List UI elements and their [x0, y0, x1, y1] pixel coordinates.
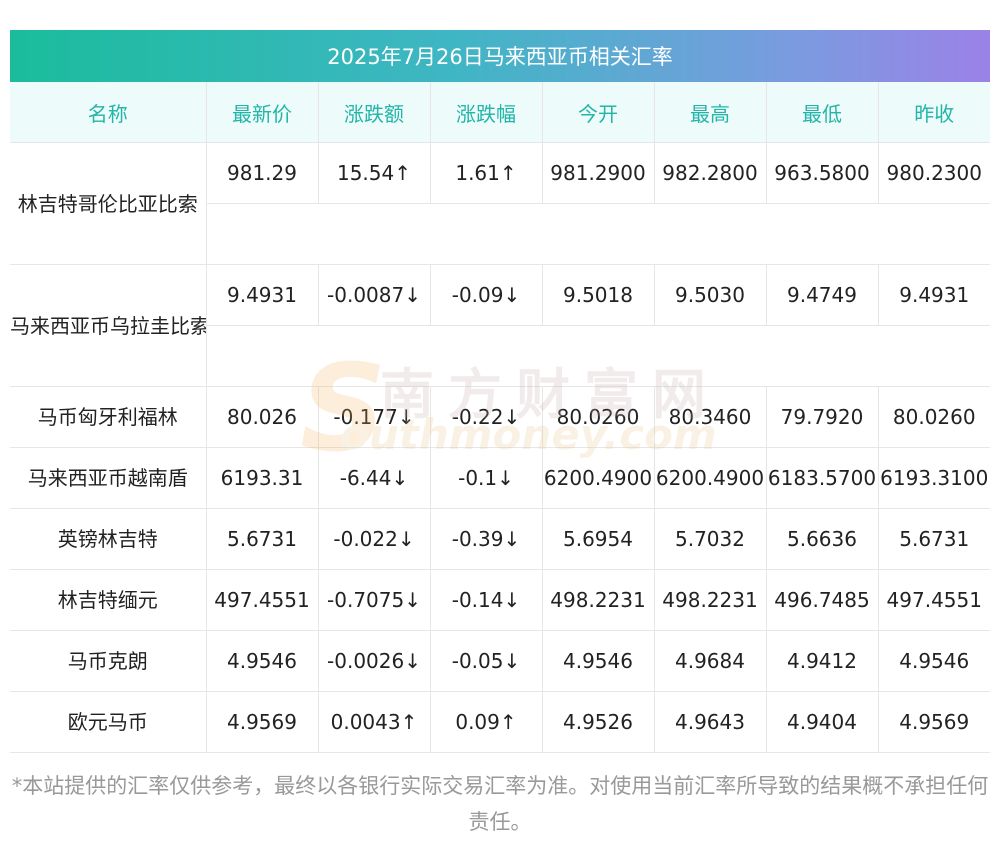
change-amount: -6.44↓ [318, 447, 431, 509]
open-price: 4.9526 [542, 691, 655, 753]
low-price: 5.6636 [766, 508, 879, 570]
table-row: 林吉特缅元 497.4551 -0.7075↓ -0.14↓ 498.2231 … [10, 569, 990, 631]
latest-price: 6193.31 [206, 447, 319, 509]
change-percent: -0.1↓ [430, 447, 543, 509]
latest-price: 5.6731 [206, 508, 319, 570]
high-price: 498.2231 [654, 569, 767, 631]
header-change-pct: 涨跌幅 [430, 82, 543, 143]
latest-price: 9.4931 [206, 264, 319, 326]
change-percent: -0.09↓ [430, 264, 543, 326]
row-spacer [206, 325, 990, 387]
low-price: 4.9412 [766, 630, 879, 692]
table-row: 英镑林吉特 5.6731 -0.022↓ -0.39↓ 5.6954 5.703… [10, 508, 990, 570]
high-price: 4.9684 [654, 630, 767, 692]
page-title: 2025年7月26日马来西亚币相关汇率 [10, 30, 990, 82]
high-price: 4.9643 [654, 691, 767, 753]
change-amount: -0.022↓ [318, 508, 431, 570]
low-price: 963.5800 [766, 142, 879, 204]
prev-close-price: 9.4931 [878, 264, 990, 326]
prev-close-price: 497.4551 [878, 569, 990, 631]
prev-close-price: 80.0260 [878, 386, 990, 448]
exchange-rate-table: 名称 最新价 涨跌额 涨跌幅 今开 最高 最低 昨收 林吉特哥伦比亚比索 981… [10, 82, 990, 753]
prev-close-price: 4.9546 [878, 630, 990, 692]
low-price: 4.9404 [766, 691, 879, 753]
currency-pair-name: 林吉特哥伦比亚比索 [10, 142, 207, 265]
table-row: 马币克朗 4.9546 -0.0026↓ -0.05↓ 4.9546 4.968… [10, 630, 990, 692]
change-percent: -0.22↓ [430, 386, 543, 448]
open-price: 981.2900 [542, 142, 655, 204]
open-price: 5.6954 [542, 508, 655, 570]
change-amount: -0.177↓ [318, 386, 431, 448]
header-change: 涨跌额 [318, 82, 431, 143]
currency-pair-name: 马来西亚币乌拉圭比索 [10, 264, 207, 387]
latest-price: 497.4551 [206, 569, 319, 631]
currency-pair-name: 马来西亚币越南盾 [10, 447, 207, 509]
table-row-spacer [10, 325, 990, 387]
prev-close-price: 5.6731 [878, 508, 990, 570]
change-percent: -0.39↓ [430, 508, 543, 570]
change-percent: -0.14↓ [430, 569, 543, 631]
table-row: 马来西亚币越南盾 6193.31 -6.44↓ -0.1↓ 6200.4900 … [10, 447, 990, 509]
low-price: 79.7920 [766, 386, 879, 448]
table-row: 欧元马币 4.9569 0.0043↑ 0.09↑ 4.9526 4.9643 … [10, 691, 990, 753]
open-price: 9.5018 [542, 264, 655, 326]
currency-pair-name: 马币匈牙利福林 [10, 386, 207, 448]
open-price: 6200.4900 [542, 447, 655, 509]
latest-price: 80.026 [206, 386, 319, 448]
table-row: 林吉特哥伦比亚比索 981.29 15.54↑ 1.61↑ 981.2900 9… [10, 142, 990, 265]
high-price: 5.7032 [654, 508, 767, 570]
header-open: 今开 [542, 82, 655, 143]
change-amount: -0.0026↓ [318, 630, 431, 692]
header-name: 名称 [10, 82, 207, 143]
prev-close-price: 4.9569 [878, 691, 990, 753]
low-price: 9.4749 [766, 264, 879, 326]
prev-close-price: 6193.3100 [878, 447, 990, 509]
currency-pair-name: 英镑林吉特 [10, 508, 207, 570]
open-price: 498.2231 [542, 569, 655, 631]
table-row: 马来西亚币乌拉圭比索 9.4931 -0.0087↓ -0.09↓ 9.5018… [10, 264, 990, 387]
change-amount: -0.0087↓ [318, 264, 431, 326]
low-price: 496.7485 [766, 569, 879, 631]
prev-close-price: 980.2300 [878, 142, 990, 204]
change-percent: 1.61↑ [430, 142, 543, 204]
change-percent: -0.05↓ [430, 630, 543, 692]
change-amount: 15.54↑ [318, 142, 431, 204]
row-spacer [206, 203, 990, 265]
change-amount: 0.0043↑ [318, 691, 431, 753]
table-row-spacer [10, 203, 990, 265]
change-amount: -0.7075↓ [318, 569, 431, 631]
high-price: 9.5030 [654, 264, 767, 326]
open-price: 80.0260 [542, 386, 655, 448]
header-prev-close: 昨收 [878, 82, 990, 143]
header-latest: 最新价 [206, 82, 319, 143]
latest-price: 4.9546 [206, 630, 319, 692]
change-percent: 0.09↑ [430, 691, 543, 753]
table-header-row: 名称 最新价 涨跌额 涨跌幅 今开 最高 最低 昨收 [10, 82, 990, 143]
low-price: 6183.5700 [766, 447, 879, 509]
high-price: 6200.4900 [654, 447, 767, 509]
high-price: 982.2800 [654, 142, 767, 204]
high-price: 80.3460 [654, 386, 767, 448]
latest-price: 981.29 [206, 142, 319, 204]
open-price: 4.9546 [542, 630, 655, 692]
disclaimer-text: *本站提供的汇率仅供参考，最终以各银行实际交易汇率为准。对使用当前汇率所导致的结… [11, 774, 989, 834]
latest-price: 4.9569 [206, 691, 319, 753]
currency-pair-name: 欧元马币 [10, 691, 207, 753]
table-row: 马币匈牙利福林 80.026 -0.177↓ -0.22↓ 80.0260 80… [10, 386, 990, 448]
currency-pair-name: 马币克朗 [10, 630, 207, 692]
header-high: 最高 [654, 82, 767, 143]
header-low: 最低 [766, 82, 879, 143]
currency-pair-name: 林吉特缅元 [10, 569, 207, 631]
